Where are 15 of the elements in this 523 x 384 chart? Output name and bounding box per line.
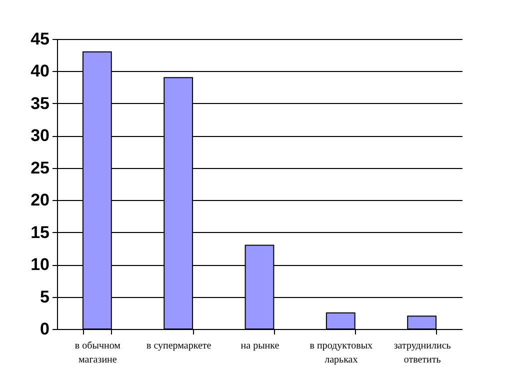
x-tick-label: в обычном магазине — [74, 340, 122, 366]
x-tick-label: в продуктовых ларьках — [310, 340, 373, 366]
y-tick-label: 20 — [30, 190, 50, 210]
y-tick-label: 10 — [30, 255, 50, 274]
y-tick-label: 15 — [30, 222, 50, 242]
x-tick-label: в супермаркете — [146, 340, 212, 352]
y-tick-label: 35 — [30, 94, 50, 113]
y-tick-label: 0 — [40, 320, 50, 338]
y-tick-label: 30 — [30, 126, 50, 146]
y-tick-label: 40 — [30, 62, 50, 81]
y-tick-label: 45 — [30, 30, 50, 48]
y-tick-label: 25 — [30, 158, 50, 178]
y-tick-label: 5 — [40, 287, 50, 306]
x-tick-label: затруднились ответить — [394, 340, 452, 366]
x-tick-label: на рынке — [240, 340, 280, 352]
